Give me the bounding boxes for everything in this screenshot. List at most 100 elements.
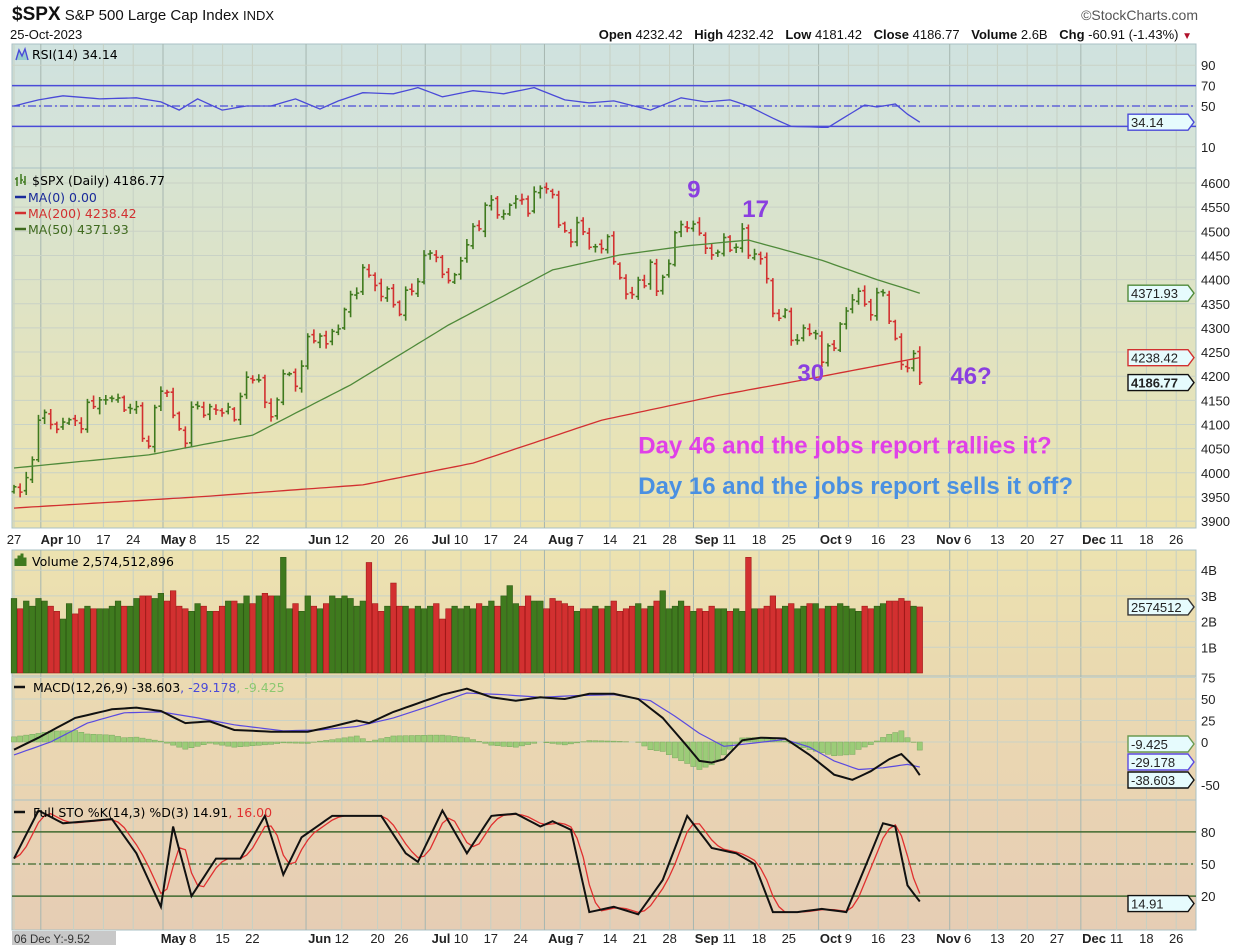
macd-histogram-bar bbox=[164, 741, 170, 744]
chart-annotation: 9 bbox=[687, 176, 700, 203]
price-bar bbox=[837, 322, 843, 353]
volume-bar bbox=[537, 600, 544, 674]
price-bar bbox=[439, 254, 445, 279]
date-axis-band bbox=[12, 529, 1260, 549]
volume-bar bbox=[114, 600, 122, 674]
macd-histogram-bar bbox=[317, 740, 323, 743]
date-tick-label-bottom: 11 bbox=[1110, 931, 1124, 945]
date-tick-label-bottom: 22 bbox=[245, 931, 259, 945]
date-tick-label-bottom: 6 bbox=[964, 931, 971, 945]
volume-bar bbox=[47, 605, 54, 674]
volume-bar bbox=[102, 608, 109, 674]
price-bar bbox=[494, 196, 500, 219]
volume-bar bbox=[635, 603, 642, 674]
close-value-tag-bg bbox=[1127, 373, 1195, 392]
volume-bar bbox=[843, 605, 850, 674]
macd-histogram-bar bbox=[225, 741, 232, 747]
date-tick-label: Jun bbox=[308, 532, 331, 547]
volume-bar bbox=[200, 605, 207, 674]
price-bar bbox=[403, 286, 409, 321]
sto-y-tick-label: 50 bbox=[1201, 857, 1215, 872]
volume-bar bbox=[96, 608, 103, 674]
macd-histogram-bar bbox=[66, 730, 72, 743]
price-y-tick-label: 4350 bbox=[1201, 297, 1230, 312]
volume-bar bbox=[561, 603, 568, 674]
macd-histogram-bar bbox=[470, 739, 476, 743]
macd-histogram-bar bbox=[464, 737, 470, 743]
price-bar bbox=[109, 395, 115, 403]
price-bar bbox=[372, 272, 378, 292]
volume-bar bbox=[549, 598, 556, 674]
volume-bar bbox=[610, 600, 617, 674]
rsi-y-tick-label: 10 bbox=[1201, 140, 1215, 155]
ma200-value-tag-bg bbox=[1127, 348, 1195, 367]
date-tick-label-bottom: 26 bbox=[1169, 931, 1183, 945]
date-tick-label: 18 bbox=[1139, 532, 1153, 547]
macd-histogram-bar bbox=[892, 732, 899, 743]
price-bar bbox=[341, 307, 347, 330]
price-bar bbox=[286, 371, 292, 377]
volume-bar bbox=[59, 618, 67, 674]
macd-legend: MACD(12,26,9) -38.603, -29.178, -9.425 bbox=[33, 680, 285, 695]
price-bar bbox=[917, 346, 923, 386]
sto-legend-d: , 16.00 bbox=[228, 805, 272, 820]
macd-histogram-bar bbox=[353, 735, 360, 743]
macd-histogram-bar bbox=[274, 741, 281, 744]
rsi-y-tick-label: 50 bbox=[1201, 99, 1215, 114]
date-tick-label-bottom: 18 bbox=[752, 931, 766, 945]
price-bar bbox=[690, 220, 696, 232]
ma50-value-tag: 4371.93 bbox=[1131, 286, 1178, 301]
price-bar bbox=[421, 250, 427, 285]
price-bar bbox=[195, 401, 201, 410]
price-bar bbox=[91, 395, 97, 410]
macd-histogram-bar bbox=[402, 735, 409, 743]
price-bar bbox=[488, 195, 494, 211]
price-bar bbox=[72, 414, 78, 426]
date-tick-label: 27 bbox=[7, 532, 21, 547]
price-bar bbox=[531, 186, 537, 214]
high-label: High bbox=[694, 27, 724, 42]
macd-histogram-bar bbox=[396, 735, 403, 743]
volume-bar bbox=[41, 600, 48, 674]
price-bar bbox=[874, 287, 880, 321]
volume-bar bbox=[812, 603, 819, 674]
price-bar bbox=[617, 262, 623, 280]
volume-bar bbox=[274, 595, 281, 674]
ma200-legend: MA(200) 4238.42 bbox=[28, 206, 137, 221]
price-bar bbox=[213, 404, 219, 415]
volume-bar bbox=[218, 605, 226, 674]
macd-histogram-bar bbox=[408, 735, 415, 743]
date-tick-label-bottom: 9 bbox=[845, 931, 852, 945]
date-tick-label: 10 bbox=[454, 532, 468, 547]
date-tick-label: 9 bbox=[845, 532, 852, 547]
date-tick-label: 17 bbox=[96, 532, 110, 547]
price-bar bbox=[60, 417, 66, 430]
stockcharts-brand[interactable]: ©StockCharts.com bbox=[1081, 7, 1198, 23]
rsi-value-tag-bg bbox=[1127, 113, 1195, 131]
price-bar bbox=[409, 283, 415, 296]
volume-bar bbox=[427, 605, 434, 674]
volume-bar bbox=[916, 606, 923, 674]
volume-bar bbox=[323, 603, 330, 674]
macd-value-tag: -38.603 bbox=[1131, 773, 1175, 788]
macd-histogram-bar bbox=[684, 741, 691, 764]
macd-histogram-bar bbox=[219, 741, 225, 746]
macd-histogram-bar bbox=[843, 741, 850, 756]
macd-histogram-bar bbox=[53, 730, 60, 743]
volume-bar bbox=[463, 605, 470, 674]
macd-histogram-bar bbox=[286, 741, 293, 744]
volume-bar bbox=[892, 600, 899, 674]
volume-bar bbox=[824, 605, 832, 674]
date-tick-label: Dec bbox=[1082, 532, 1106, 547]
volume-bar bbox=[371, 603, 379, 674]
price-bar bbox=[103, 395, 109, 405]
volume-bar bbox=[873, 605, 881, 674]
macd-histogram-bar bbox=[292, 741, 299, 744]
volume-bar bbox=[751, 608, 758, 674]
macd-histogram-bar bbox=[384, 737, 391, 743]
volume-bar bbox=[745, 557, 752, 674]
price-bar bbox=[752, 248, 758, 261]
price-bar bbox=[182, 426, 188, 449]
price-bar bbox=[201, 401, 207, 418]
